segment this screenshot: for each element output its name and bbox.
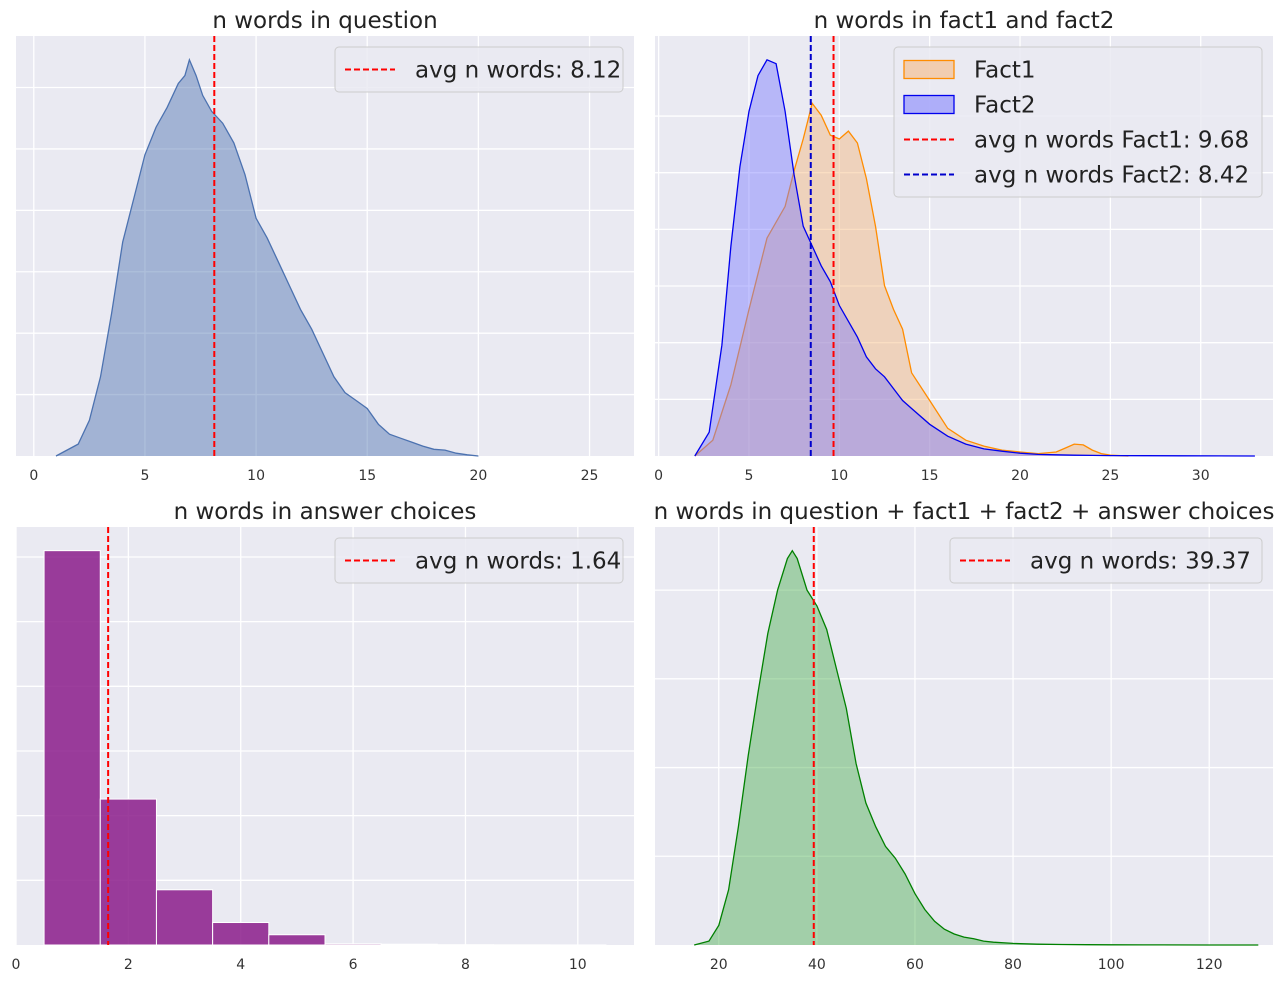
x-tick-label: 5 xyxy=(140,468,149,484)
legend-box xyxy=(334,537,624,584)
histogram-bar xyxy=(155,889,214,946)
panel-answer-choices: 0 2 4 6 8 10 avg n words: 1.64 xyxy=(12,527,634,973)
panel-question-title: n words in question xyxy=(212,8,437,34)
legend: avg n words: 1.64 xyxy=(334,537,624,584)
legend-label: Fact2 xyxy=(974,93,1036,119)
density-area-0 xyxy=(694,550,1259,945)
density-line-1 xyxy=(694,58,1255,457)
density-line-0 xyxy=(55,57,479,457)
x-tick-label: 25 xyxy=(581,468,599,484)
legend-label: avg n words: 1.64 xyxy=(415,549,621,575)
x-tick-label: 5 xyxy=(745,468,754,484)
x-tick-label: 60 xyxy=(906,957,924,973)
density-area-0 xyxy=(694,103,1129,457)
legend-patch xyxy=(903,59,955,80)
legend: avg n words: 8.12 xyxy=(334,46,624,93)
x-tick-label: 0 xyxy=(29,468,38,484)
panel-total: 20 40 60 80 100 120 avg n words: 39.37 xyxy=(655,527,1273,973)
panel-total-title: n words in question + fact1 + fact2 + an… xyxy=(654,499,1275,525)
x-tick-label: 0 xyxy=(12,957,21,973)
legend-label: avg n words: 8.12 xyxy=(415,58,621,84)
plot-background xyxy=(655,527,1273,945)
legend-label: avg n words: 39.37 xyxy=(1030,549,1251,575)
density-area-0 xyxy=(56,59,479,457)
x-tick-label: 15 xyxy=(358,468,376,484)
histogram-bar xyxy=(268,934,326,946)
legend-box xyxy=(893,46,1263,198)
x-tick-label: 10 xyxy=(569,957,587,973)
x-tick-label: 20 xyxy=(710,957,728,973)
x-tick-label: 6 xyxy=(349,957,358,973)
histogram-bar xyxy=(324,943,382,946)
legend-label: avg n words Fact2: 8.42 xyxy=(974,163,1249,189)
x-tick-label: 8 xyxy=(461,957,470,973)
x-tick-label: 80 xyxy=(1004,957,1022,973)
legend-patch xyxy=(903,94,955,115)
x-tick-label: 100 xyxy=(1098,957,1125,973)
x-tick-label: 15 xyxy=(921,468,939,484)
x-tick-label: 30 xyxy=(1192,468,1210,484)
legend: avg n words: 39.37 xyxy=(949,537,1263,584)
panel-answer-choices-title: n words in answer choices xyxy=(174,499,477,525)
plot-background xyxy=(16,36,634,456)
legend-box xyxy=(949,537,1263,584)
histogram-bar xyxy=(43,550,101,946)
x-tick-label: 4 xyxy=(236,957,245,973)
panel-facts-title: n words in fact1 and fact2 xyxy=(814,8,1115,34)
panel-facts: 0 5 10 15 20 25 30 Fact1 Fact2 avg n words Fact1:… xyxy=(654,36,1273,484)
density-area-1 xyxy=(694,59,1255,457)
x-tick-label: 40 xyxy=(808,957,826,973)
density-line-0 xyxy=(694,549,1259,946)
x-tick-label: 20 xyxy=(1011,468,1029,484)
legend-label: Fact1 xyxy=(974,58,1036,84)
legend-box xyxy=(334,46,624,93)
legend-label: avg n words Fact1: 9.68 xyxy=(974,128,1249,154)
panel-question: 0 5 10 15 20 25 avg n words: 8.12 xyxy=(16,36,634,484)
histogram-bar xyxy=(212,922,270,946)
histogram-bar xyxy=(380,943,438,946)
x-tick-label: 25 xyxy=(1101,468,1119,484)
histogram-bar xyxy=(99,798,157,946)
density-line-0 xyxy=(694,101,1129,457)
x-tick-label: 120 xyxy=(1196,957,1223,973)
x-tick-label: 2 xyxy=(124,957,133,973)
legend: Fact1 Fact2 avg n words Fact1: 9.68 avg n w… xyxy=(893,46,1263,198)
x-tick-label: 10 xyxy=(830,468,848,484)
x-tick-label: 10 xyxy=(247,468,265,484)
x-tick-label: 20 xyxy=(469,468,487,484)
x-tick-label: 0 xyxy=(654,468,663,484)
